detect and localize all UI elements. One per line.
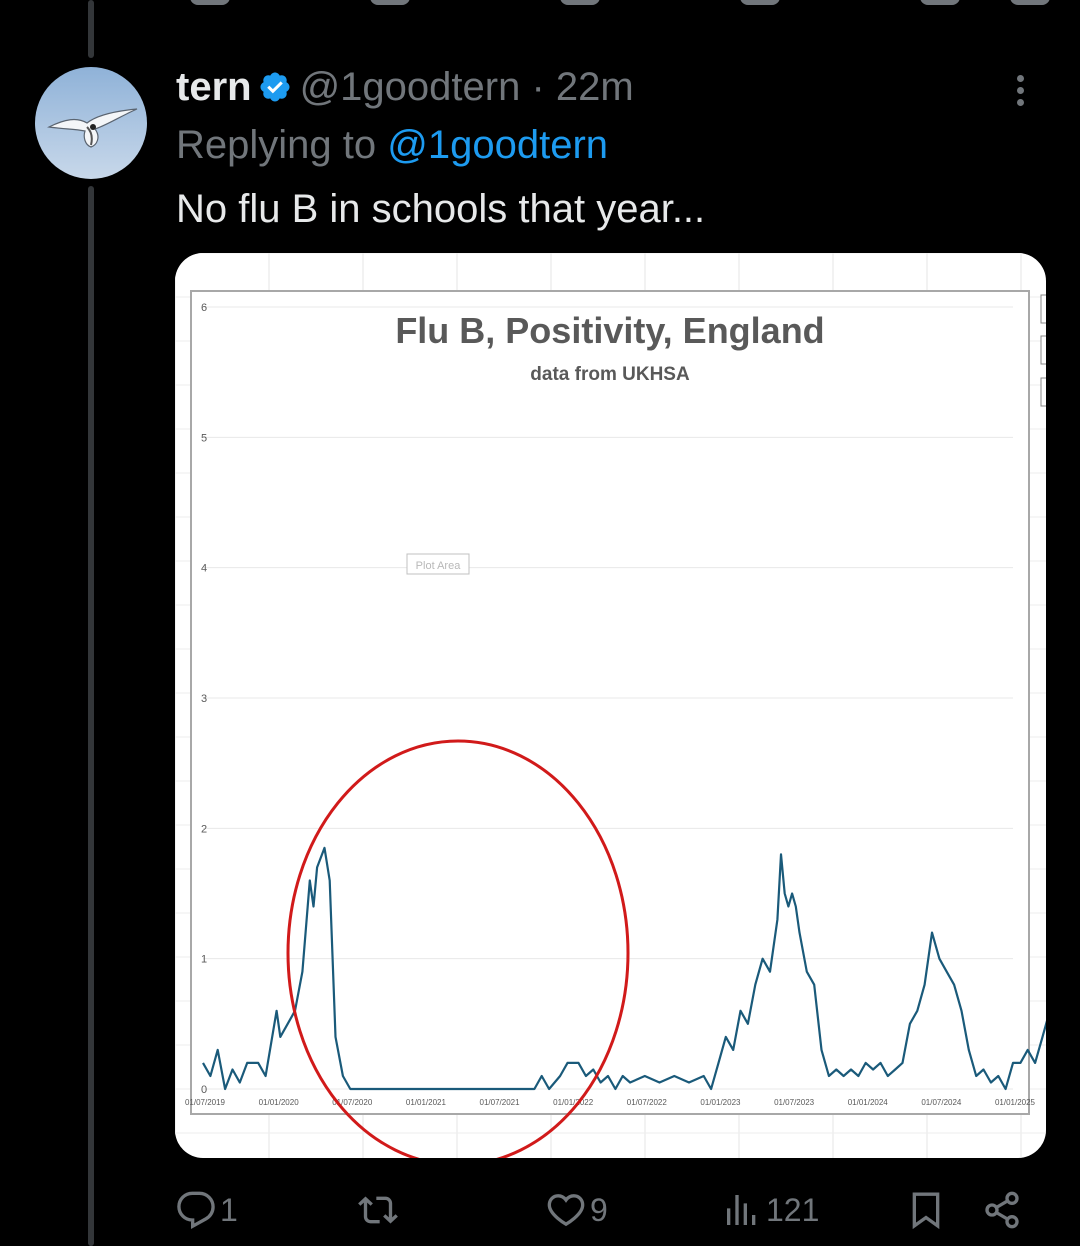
retweet-icon (358, 1196, 398, 1224)
tweet-time[interactable]: 22m (555, 65, 634, 109)
chart-subtitle: data from UKHSA (530, 364, 690, 385)
chart-x-ticks: 01/07/2019 01/01/2020 01/07/2020 01/01/2021… (185, 1098, 1036, 1107)
y-tick-label: 6 (201, 302, 207, 314)
plot-area-tooltip: Plot Area (416, 560, 462, 572)
share-button[interactable] (982, 1190, 1022, 1230)
chart-frame (190, 290, 1030, 1115)
retweet-button[interactable] (358, 1190, 402, 1230)
bookmark-button[interactable] (906, 1190, 946, 1230)
x-tick-label: 01/01/2025 (995, 1098, 1036, 1107)
tern-bird-avatar (47, 108, 138, 148)
x-tick-label: 01/01/2021 (406, 1098, 447, 1107)
y-tick-label: 2 (201, 823, 207, 835)
like-count: 9 (590, 1191, 608, 1228)
y-tick-label: 5 (201, 432, 207, 444)
thread-line-bottom (88, 186, 94, 1246)
series-line (202, 846, 1046, 1091)
chart-handle-1 (1040, 294, 1046, 324)
share-icon (985, 1191, 1019, 1229)
verified-badge-icon (260, 72, 290, 102)
replying-prefix: Replying to (176, 123, 377, 167)
x-tick-label: 01/01/2020 (259, 1098, 300, 1107)
reply-button[interactable]: 1 (176, 1190, 238, 1230)
tweet-actions: 1 9 121 (0, 1190, 1080, 1246)
chart-handle-2 (1040, 335, 1046, 365)
reply-icon (177, 1191, 215, 1229)
reply-count: 1 (220, 1191, 238, 1228)
views-icon (727, 1195, 756, 1225)
x-tick-label: 01/01/2024 (848, 1098, 889, 1107)
thread-line-top (88, 0, 94, 58)
y-tick-label: 0 (201, 1084, 207, 1096)
tweet-header: tern @1goodtern · 22m (176, 64, 634, 110)
chart-handle-3 (1040, 377, 1046, 407)
x-tick-label: 01/01/2023 (700, 1098, 741, 1107)
views-button[interactable]: 121 (722, 1190, 819, 1230)
views-count: 121 (766, 1191, 820, 1228)
y-tick-label: 3 (201, 693, 207, 705)
replying-to: Replying to @1goodtern (176, 122, 608, 168)
chart-title: Flu B, Positivity, England (395, 310, 824, 351)
x-tick-label: 01/07/2024 (921, 1098, 962, 1107)
red-circle-annotation (286, 739, 630, 1158)
x-tick-label: 01/01/2022 (553, 1098, 594, 1107)
replying-to-link[interactable]: @1goodtern (387, 123, 609, 167)
y-tick-label: 1 (201, 954, 207, 966)
previous-tweet-actions (180, 0, 1050, 6)
author-handle[interactable]: @1goodtern (299, 65, 521, 109)
x-tick-label: 01/07/2022 (627, 1098, 668, 1107)
heart-icon (547, 1194, 585, 1227)
avatar[interactable] (35, 67, 147, 179)
x-tick-label: 01/07/2023 (774, 1098, 815, 1107)
like-button[interactable]: 9 (546, 1190, 608, 1230)
plot-area-tooltip-box (406, 553, 470, 575)
x-tick-label: 01/07/2021 (480, 1098, 521, 1107)
bookmark-icon (912, 1192, 940, 1230)
tweet-text: No flu B in schools that year... (176, 187, 706, 231)
author-name[interactable]: tern (176, 65, 252, 109)
x-tick-label: 01/07/2019 (185, 1098, 226, 1107)
chart-y-ticks: 0 1 2 3 4 5 6 (201, 302, 207, 1096)
more-dots-icon[interactable] (1000, 70, 1040, 110)
y-tick-label: 4 (201, 563, 207, 575)
x-tick-label: 01/07/2020 (332, 1098, 373, 1107)
chart-gridlines (203, 306, 1013, 1090)
separator-dot: · (531, 65, 545, 109)
